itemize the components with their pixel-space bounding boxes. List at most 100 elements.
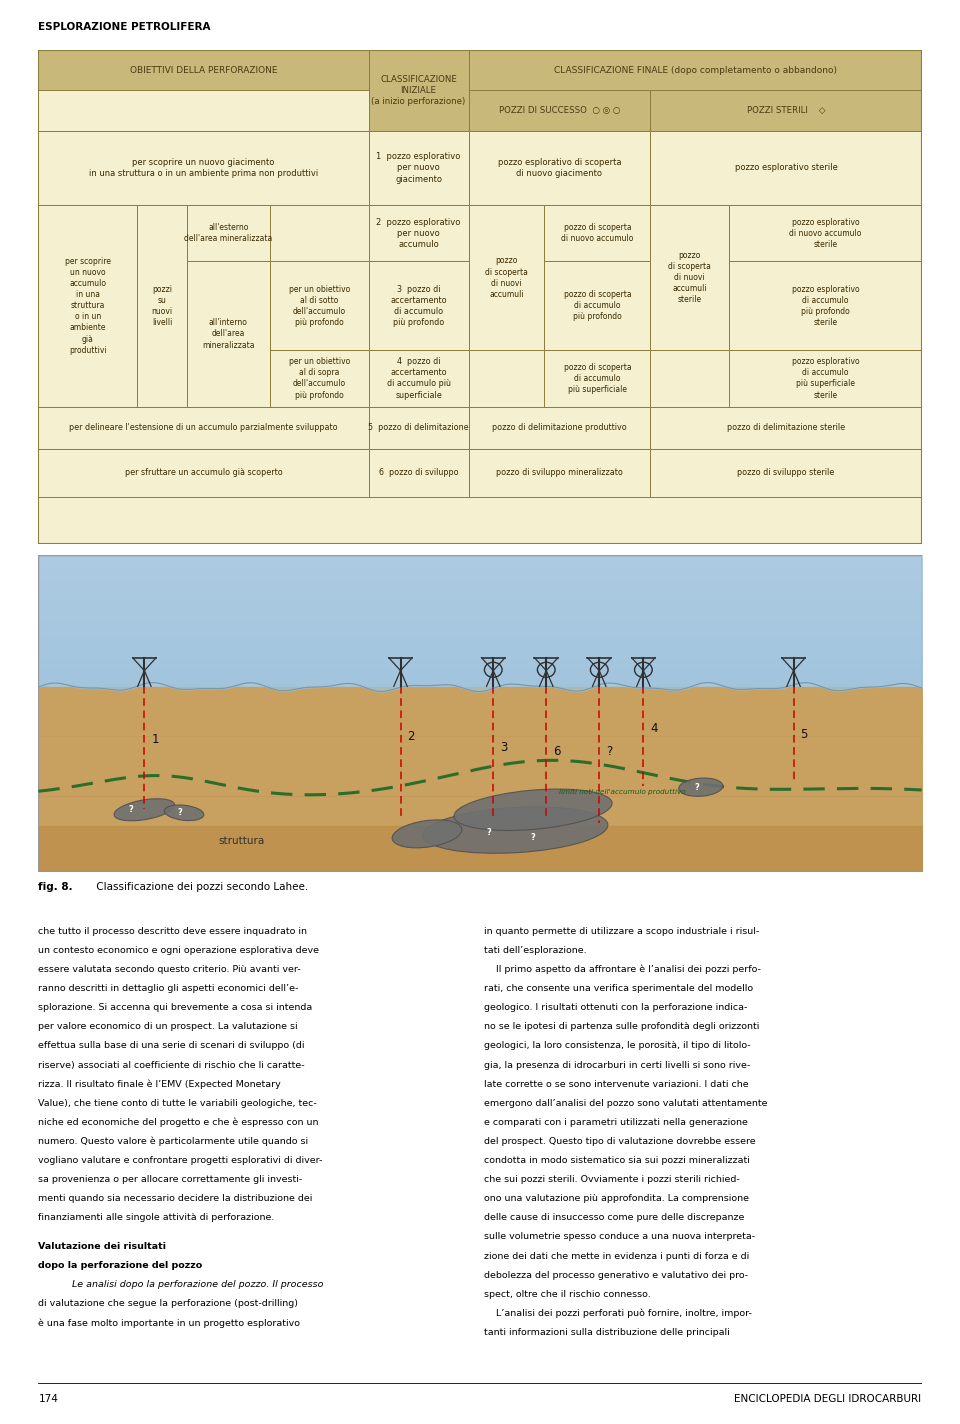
Bar: [137, 205, 187, 407]
Text: Classificazione dei pozzi secondo Lahee.: Classificazione dei pozzi secondo Lahee.: [93, 881, 308, 893]
Text: vogliano valutare e confrontare progetti esplorativi di diver-: vogliano valutare e confrontare progetti…: [38, 1156, 323, 1165]
Text: pozzo esplorativo
di nuovo accumulo
sterile: pozzo esplorativo di nuovo accumulo ster…: [789, 218, 861, 249]
Ellipse shape: [422, 807, 608, 853]
Text: pozzo esplorativo sterile: pozzo esplorativo sterile: [734, 164, 837, 172]
Text: debolezza del processo generativo e valutativo dei pro-: debolezza del processo generativo e valu…: [485, 1270, 749, 1280]
Bar: [651, 90, 922, 131]
Text: POZZI DI SUCCESSO  ○ ◎ ○: POZZI DI SUCCESSO ○ ◎ ○: [499, 107, 620, 115]
Text: 5: 5: [801, 728, 808, 740]
Bar: [369, 407, 468, 449]
Text: 4  pozzo di
accertamento
di accumulo più
superficiale: 4 pozzo di accertamento di accumulo più …: [387, 357, 450, 400]
Bar: [651, 131, 922, 205]
Text: pozzo di delimitazione sterile: pozzo di delimitazione sterile: [727, 423, 845, 433]
Text: pozzo di sviluppo sterile: pozzo di sviluppo sterile: [737, 468, 834, 477]
Text: all'interno
dell'area
mineralizzata: all'interno dell'area mineralizzata: [202, 319, 254, 349]
Text: ESPLORAZIONE PETROLIFERA: ESPLORAZIONE PETROLIFERA: [38, 21, 211, 33]
Text: emergono dall’analisi del pozzo sono valutati attentamente: emergono dall’analisi del pozzo sono val…: [485, 1099, 768, 1108]
Text: del prospect. Questo tipo di valutazione dovrebbe essere: del prospect. Questo tipo di valutazione…: [485, 1136, 756, 1146]
Text: Value), che tiene conto di tutte le variabili geologiche, tec-: Value), che tiene conto di tutte le vari…: [38, 1099, 317, 1108]
Text: 3  pozzo di
accertamento
di accumulo
più profondo: 3 pozzo di accertamento di accumulo più …: [391, 285, 447, 328]
Text: essere valutata secondo questo criterio. Più avanti ver-: essere valutata secondo questo criterio.…: [38, 965, 301, 974]
Text: pozzo di delimitazione produttivo: pozzo di delimitazione produttivo: [492, 423, 627, 433]
Text: 6  pozzo di sviluppo: 6 pozzo di sviluppo: [379, 468, 459, 477]
Bar: [38, 131, 369, 205]
Text: ?: ?: [487, 827, 492, 837]
Text: 4: 4: [651, 722, 658, 735]
Text: 3: 3: [500, 740, 508, 753]
Bar: [544, 262, 651, 350]
Text: di valutazione che segue la perforazione (post-drilling): di valutazione che segue la perforazione…: [38, 1299, 299, 1309]
Text: OBIETTIVI DELLA PERFORAZIONE: OBIETTIVI DELLA PERFORAZIONE: [130, 66, 277, 74]
Text: ?: ?: [607, 745, 612, 758]
Text: rati, che consente una verifica sperimentale del modello: rati, che consente una verifica sperimen…: [485, 984, 754, 993]
Text: per valore economico di un prospect. La valutazione si: per valore economico di un prospect. La …: [38, 1022, 298, 1031]
Text: per un obiettivo
al di sotto
dell'accumulo
più profondo: per un obiettivo al di sotto dell'accumu…: [289, 285, 349, 328]
Text: sulle volumetrie spesso conduce a una nuova interpreta-: sulle volumetrie spesso conduce a una nu…: [485, 1232, 756, 1242]
Text: pozzo di scoperta
di accumulo
più profondo: pozzo di scoperta di accumulo più profon…: [564, 290, 632, 322]
Text: no se le ipotesi di partenza sulle profondità degli orizzonti: no se le ipotesi di partenza sulle profo…: [485, 1022, 759, 1031]
Text: condotta in modo sistematico sia sui pozzi mineralizzati: condotta in modo sistematico sia sui poz…: [485, 1156, 751, 1165]
Text: pozzo esplorativo
di accumulo
più profondo
sterile: pozzo esplorativo di accumulo più profon…: [791, 285, 859, 328]
Text: tati dell’esplorazione.: tati dell’esplorazione.: [485, 946, 588, 956]
Text: per scoprire
un nuovo
accumulo
in una
struttura
o in un
ambiente
già
produttivi: per scoprire un nuovo accumulo in una st…: [65, 256, 110, 355]
Bar: [369, 131, 468, 205]
Bar: [729, 350, 922, 407]
Text: sa provenienza o per allocare correttamente gli investi-: sa provenienza o per allocare correttame…: [38, 1175, 302, 1185]
Text: splorazione. Si accenna qui brevemente a cosa si intenda: splorazione. Si accenna qui brevemente a…: [38, 1002, 313, 1012]
Text: ?: ?: [129, 805, 133, 815]
Text: in quanto permette di utilizzare a scopo industriale i risul-: in quanto permette di utilizzare a scopo…: [485, 927, 759, 936]
Text: 6: 6: [553, 745, 561, 758]
Text: pozzo
di scoperta
di nuovi
accumuli: pozzo di scoperta di nuovi accumuli: [485, 256, 528, 299]
Bar: [38, 449, 369, 497]
Bar: [468, 131, 651, 205]
Text: Le analisi dopo la perforazione del pozzo. Il processo: Le analisi dopo la perforazione del pozz…: [60, 1280, 324, 1289]
Text: ranno descritti in dettaglio gli aspetti economici dell’e-: ranno descritti in dettaglio gli aspetti…: [38, 984, 299, 993]
Text: spect, oltre che il rischio connesso.: spect, oltre che il rischio connesso.: [485, 1290, 651, 1299]
Bar: [38, 50, 369, 90]
Bar: [468, 449, 651, 497]
Text: e comparati con i parametri utilizzati nella generazione: e comparati con i parametri utilizzati n…: [485, 1118, 748, 1126]
Text: pozzo di scoperta
di accumulo
più superficiale: pozzo di scoperta di accumulo più superf…: [564, 363, 632, 394]
Text: pozzo di scoperta
di nuovo accumulo: pozzo di scoperta di nuovo accumulo: [562, 224, 634, 244]
Text: limiti noti dell'accumulo produttivo: limiti noti dell'accumulo produttivo: [560, 789, 686, 795]
Bar: [187, 205, 270, 262]
Text: riserve) associati al coefficiente di rischio che li caratte-: riserve) associati al coefficiente di ri…: [38, 1061, 305, 1069]
Text: late corrette o se sono intervenute variazioni. I dati che: late corrette o se sono intervenute vari…: [485, 1079, 749, 1088]
Bar: [651, 205, 729, 350]
Text: 174: 174: [38, 1394, 59, 1404]
Bar: [468, 407, 651, 449]
Bar: [369, 50, 468, 131]
Text: niche ed economiche del progetto e che è espresso con un: niche ed economiche del progetto e che è…: [38, 1118, 319, 1128]
Text: CLASSIFICAZIONE
INIZIALE
(a inizio perforazione): CLASSIFICAZIONE INIZIALE (a inizio perfo…: [372, 74, 466, 105]
Bar: [651, 407, 922, 449]
Bar: [369, 262, 468, 350]
Text: zione dei dati che mette in evidenza i punti di forza e di: zione dei dati che mette in evidenza i p…: [485, 1252, 750, 1260]
Text: numero. Questo valore è particolarmente utile quando si: numero. Questo valore è particolarmente …: [38, 1136, 308, 1146]
Text: ?: ?: [531, 833, 536, 842]
Ellipse shape: [679, 778, 723, 796]
Text: menti quando sia necessario decidere la distribuzione dei: menti quando sia necessario decidere la …: [38, 1195, 313, 1203]
Text: 1  pozzo esplorativo
per nuovo
giacimento: 1 pozzo esplorativo per nuovo giacimento: [376, 152, 461, 184]
Text: CLASSIFICAZIONE FINALE (dopo completamento o abbandono): CLASSIFICAZIONE FINALE (dopo completamen…: [554, 66, 836, 74]
Text: geologico. I risultati ottenuti con la perforazione indica-: geologico. I risultati ottenuti con la p…: [485, 1002, 748, 1012]
Bar: [544, 205, 651, 262]
Text: un contesto economico e ogni operazione esplorativa deve: un contesto economico e ogni operazione …: [38, 946, 320, 956]
Text: per un obiettivo
al di sopra
dell'accumulo
più profondo: per un obiettivo al di sopra dell'accumu…: [289, 357, 349, 400]
Ellipse shape: [454, 789, 612, 830]
Text: delle cause di insuccesso come pure delle discrepanze: delle cause di insuccesso come pure dell…: [485, 1213, 745, 1222]
Bar: [369, 350, 468, 407]
Text: tanti informazioni sulla distribuzione delle principali: tanti informazioni sulla distribuzione d…: [485, 1329, 731, 1337]
Text: effettua sulla base di una serie di scenari di sviluppo (di: effettua sulla base di una serie di scen…: [38, 1041, 305, 1051]
Text: è una fase molto importante in un progetto esplorativo: è una fase molto importante in un proget…: [38, 1319, 300, 1329]
Bar: [187, 262, 270, 407]
Bar: [468, 50, 922, 90]
Text: per scoprire un nuovo giacimento
in una struttura o in un ambiente prima non pro: per scoprire un nuovo giacimento in una …: [89, 158, 318, 178]
Ellipse shape: [164, 805, 204, 820]
Bar: [38, 205, 137, 407]
Bar: [270, 262, 369, 350]
Text: 5  pozzo di delimitazione: 5 pozzo di delimitazione: [369, 423, 468, 433]
Text: 2: 2: [408, 729, 415, 742]
Text: per sfruttare un accumulo già scoperto: per sfruttare un accumulo già scoperto: [125, 468, 282, 477]
Text: all'esterno
dell'area mineralizzata: all'esterno dell'area mineralizzata: [184, 224, 273, 244]
Text: pozzi
su
nuovi
livelli: pozzi su nuovi livelli: [152, 285, 173, 328]
